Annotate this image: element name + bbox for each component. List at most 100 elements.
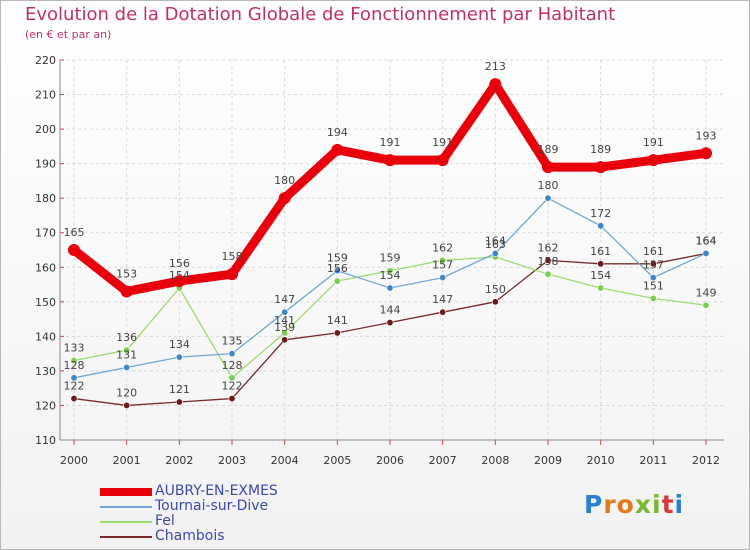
data-label: 139 [274,321,295,334]
logo-letter: r [603,490,617,519]
data-label: 180 [538,179,559,192]
data-point [597,260,605,268]
data-point [278,192,291,205]
data-point [281,336,289,344]
data-point [542,161,554,174]
data-point [386,319,394,327]
data-label: 144 [380,304,401,317]
data-point [333,267,341,275]
x-tick-label: 2009 [534,454,562,467]
x-tick-label: 2012 [692,454,720,467]
data-label: 128 [222,359,243,372]
data-point [384,154,396,167]
data-label: 162 [538,241,559,254]
data-label: 213 [485,60,506,73]
data-point [331,143,344,156]
data-label: 154 [590,269,611,282]
legend-label-chambois: Chambois [155,528,225,544]
legend-label-tournai: Tournai-sur-Dive [155,498,269,514]
logo-letter: P [584,490,604,519]
x-tick-label: 2002 [165,454,193,467]
data-label: 163 [485,238,506,251]
y-tick-label: 180 [35,192,56,205]
data-point [491,298,499,306]
data-point [226,268,238,281]
chart-title: Evolution de la Dotation Globale de Fonc… [25,4,616,25]
data-point [68,244,80,256]
data-label: 164 [696,234,717,247]
data-point [544,270,552,278]
y-tick-label: 120 [35,399,56,412]
data-label: 156 [169,257,190,270]
x-tick-label: 2001 [113,454,141,467]
data-point [228,395,236,403]
x-tick-label: 2000 [60,454,88,467]
data-point [594,161,607,174]
data-label: 153 [116,267,137,280]
proxiti-logo: Proxiti [584,490,684,519]
data-label: 131 [116,348,137,361]
data-point [597,284,605,292]
data-point [386,284,394,292]
logo-letter: i [652,490,662,519]
data-label: 141 [327,314,348,327]
data-point [175,353,183,361]
data-label: 147 [274,293,295,306]
legend-label-aubry: AUBRY-EN-EXMES [155,483,278,499]
data-label: 151 [643,279,664,292]
y-tick-label: 110 [35,434,56,447]
data-label: 121 [169,383,190,396]
data-point [544,256,552,264]
data-label: 189 [590,143,611,156]
data-point [702,249,710,257]
data-label: 147 [432,293,453,306]
data-label: 193 [696,129,717,142]
logo-letter: x [634,490,652,519]
data-point [436,154,449,167]
data-point [70,357,78,365]
x-tick-label: 2007 [429,454,457,467]
data-point [175,398,183,406]
y-tick-label: 170 [35,227,56,240]
x-tick-label: 2003 [218,454,246,467]
logo-letter: i [674,490,685,519]
data-label: 136 [116,331,137,344]
data-label: 189 [538,143,559,156]
legend-swatch-aubry [100,487,152,496]
data-point [173,275,186,288]
data-label: 194 [327,126,348,139]
data-point [123,401,131,409]
data-point [649,294,657,302]
y-tick-label: 220 [35,54,56,67]
legend-swatch-chambois [100,535,152,538]
data-point [489,78,502,91]
x-tick-label: 2011 [639,454,667,467]
legend-swatch-tournai [100,505,152,508]
data-point [491,249,499,257]
y-tick-label: 210 [35,89,56,102]
data-label: 149 [696,286,717,299]
y-tick-label: 200 [35,123,56,136]
legend-swatch-fel [100,520,152,523]
y-tick-label: 130 [35,365,56,378]
data-labels: 165 153 156 158 180 194 191 191 213 189 189 191 193 1… [64,60,717,399]
data-label: 128 [64,359,85,372]
y-tick-label: 140 [35,330,56,343]
data-point [281,308,289,316]
data-point [386,267,394,275]
data-label: 159 [327,252,348,265]
data-point [439,256,447,264]
data-label: 161 [643,245,664,258]
data-label: 122 [64,380,85,393]
data-label: 180 [274,174,295,187]
data-label: 165 [64,226,85,239]
data-point [439,308,447,316]
x-tick-label: 2010 [587,454,615,467]
chart-subtitle: (en € et par an) [25,28,112,41]
x-tick-label: 2006 [376,454,404,467]
data-point [70,395,78,403]
data-point [123,363,131,371]
data-point [228,350,236,358]
y-tick-label: 190 [35,158,56,171]
